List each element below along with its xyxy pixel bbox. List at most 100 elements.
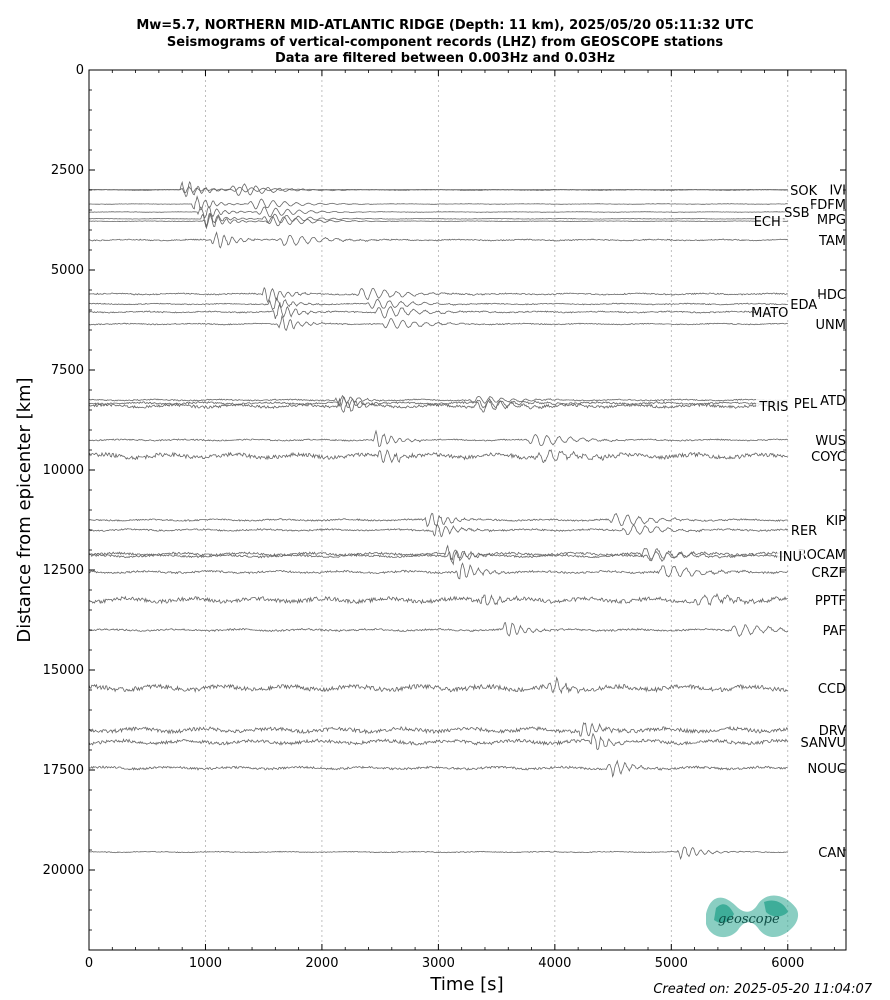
trace-mpg [88,212,788,228]
grid-lines [205,70,789,950]
x-tick-label-6000: 6000 [771,956,804,971]
trace-fdfm [88,195,788,211]
y-axis-label: Distance from epicenter [km] [14,377,35,642]
trace-pel [88,395,789,409]
station-label-sok: SOK [790,184,817,199]
station-label-mato: MATO [751,306,788,321]
x-tick-label-1000: 1000 [189,956,222,971]
station-label-bg [792,523,820,538]
station-label-tam: TAM [818,234,846,249]
trace-hdc [88,286,789,304]
y-tick-label-7500: 7500 [51,363,84,378]
station-label-bg [813,565,848,580]
station-label-eda: EDA [790,298,817,313]
station-label-rocam: ROCAM [798,548,846,563]
station-label-inu: INU [779,550,802,565]
station-label-fdfm: FDFM [810,198,846,213]
station-label-wus: WUS [815,434,846,449]
x-tick-label-4000: 4000 [538,956,571,971]
station-label-rer: RER [791,524,817,539]
station-label-mpg: MPG [817,213,846,228]
station-label-ech: ECH [754,215,781,230]
trace-ech [88,213,788,230]
globe-icon [706,895,799,938]
station-label-ivi: IVI [829,184,846,199]
station-label-bg [813,449,848,464]
trace-ivi [89,185,788,194]
y-tick-label-15000: 15000 [43,663,84,678]
chart-title-line-2: Seismograms of vertical-component record… [166,35,724,50]
y-tick-label-10000: 10000 [43,463,84,478]
trace-nouc [88,759,788,778]
station-label-bg [756,305,791,320]
trace-inu [88,550,789,566]
y-tick-label-20000: 20000 [43,863,84,878]
station-label-bg [821,845,848,860]
trace-drv [88,722,789,737]
trace-tam [89,231,788,249]
station-label-bg [821,317,848,332]
trace-sanvu [88,732,789,751]
chart-title-line-3: Data are filtered between 0.003Hz and 0.… [274,51,616,66]
trace-crzf [88,562,789,580]
y-tick-label-17500: 17500 [43,763,84,778]
station-label-bg [806,547,848,562]
station-label-bg [813,761,848,776]
y-tick-label-5000: 5000 [51,263,84,278]
station-label-tris: TRIS [758,400,788,415]
plot-frame [88,69,847,951]
trace-wus [88,429,788,447]
station-label-sanvu: SANVU [800,736,846,751]
station-label-bg [792,297,820,312]
trace-rocam [88,544,789,561]
station-label-bg [821,513,848,528]
station-label-bg [821,393,848,408]
x-tick-label-2000: 2000 [305,956,338,971]
station-label-bg [821,433,848,448]
geoscope-logo: geoscope [700,888,804,944]
trace-tris [88,397,788,413]
station-label-bg [756,214,783,230]
station-label-bg [813,197,848,212]
station-label-bg [821,623,848,638]
station-label-bg [792,396,820,412]
x-axis-label: Time [s] [429,974,503,995]
trace-rer [88,523,789,538]
created-timestamp: Created on: 2025-05-20 11:04:07 [653,982,872,997]
station-label-bg [821,681,848,696]
logo-text: geoscope [718,912,780,927]
trace-can [88,846,788,861]
station-label-bg [821,233,848,248]
chart-title-line-1: Mw=5.7, NORTHERN MID-ATLANTIC RIDGE (Dep… [136,18,754,33]
trace-coyc [88,449,789,464]
y-tick-label-12500: 12500 [43,563,84,578]
station-label-bg [821,182,848,198]
station-label-can: CAN [818,846,846,861]
station-label-bg [777,549,804,564]
station-label-bg [821,723,848,738]
x-tick-label-3000: 3000 [422,956,455,971]
trace-atd [88,394,788,407]
station-label-bg [792,183,820,198]
station-label-bg [821,287,848,302]
trace-paf [88,622,789,638]
station-label-kip: KIP [826,514,846,529]
x-tick-label-5000: 5000 [655,956,688,971]
station-label-hdc: HDC [817,288,846,303]
station-label-ssb: SSB [784,206,809,221]
trace-pptf [88,593,788,606]
trace-kip [88,512,788,528]
station-label-paf: PAF [823,624,846,639]
station-label-ccd: CCD [818,682,846,697]
station-label-pel: PEL [794,397,818,412]
trace-ccd [88,676,788,695]
station-label-nouc: NOUC [807,762,846,777]
station-label-bg [784,205,812,220]
axis-ticks: 0 1000 2000 3000 4000 5000 6000 0 2500 5000 7500 10… [43,63,846,971]
station-label-bg [821,211,848,227]
station-label-bg [806,735,848,750]
y-tick-label-0: 0 [76,63,84,78]
y-tick-label-2500: 2500 [51,163,84,178]
